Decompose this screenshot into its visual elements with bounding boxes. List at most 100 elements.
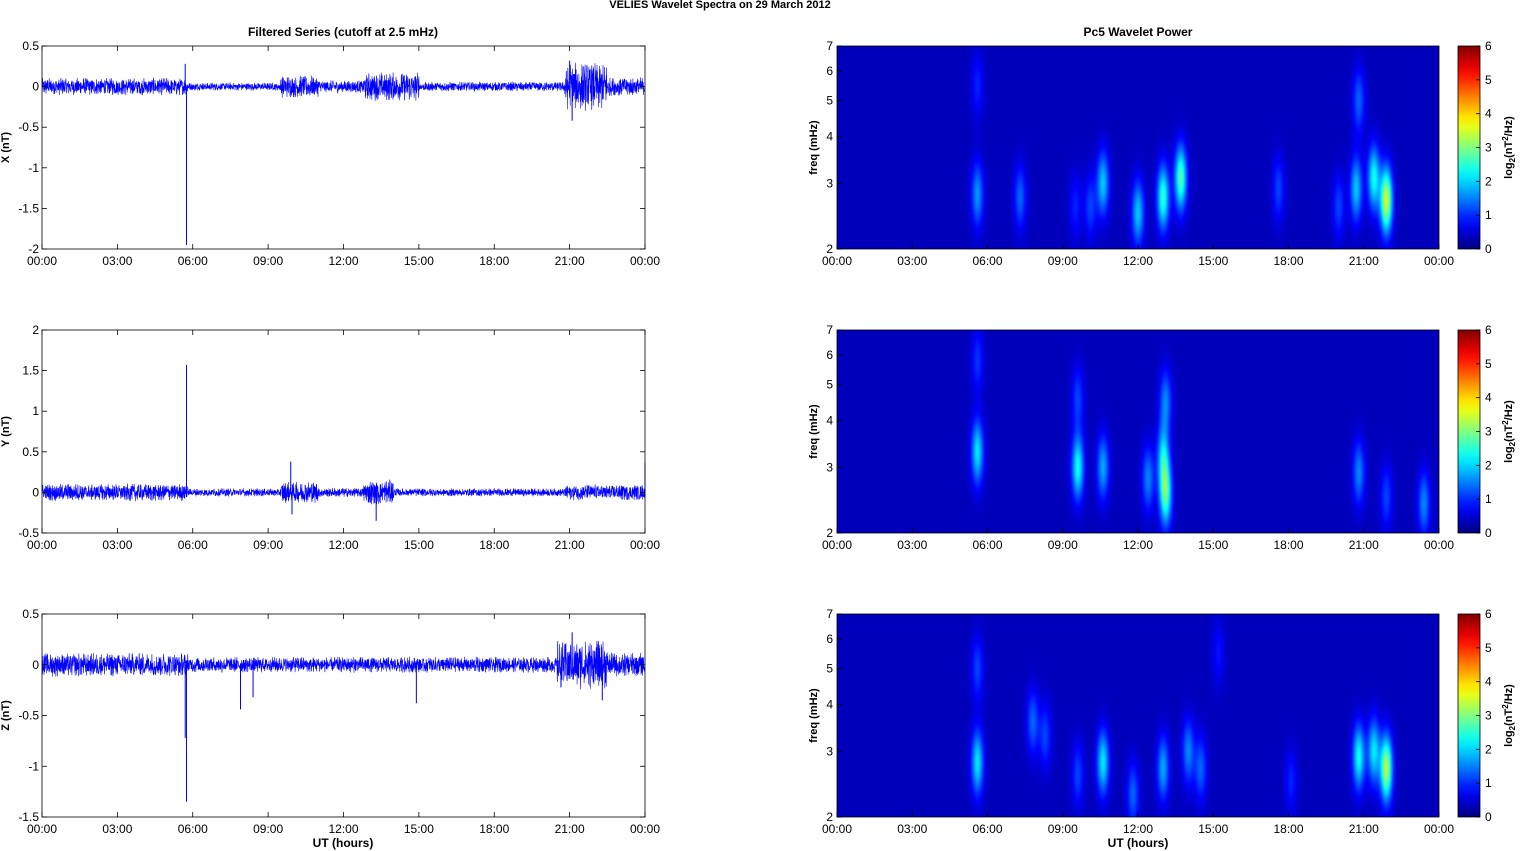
left-x-axis-label: UT (hours)	[313, 836, 374, 850]
y-tick-label: 3	[826, 460, 833, 474]
colorbar-label: log2(nT2/Hz)	[1501, 400, 1517, 463]
x-tick-label: 00:00	[822, 538, 852, 552]
x-tick-label: 00:00	[27, 254, 57, 268]
plot-area	[42, 330, 645, 533]
x-tick-label: 00:00	[822, 254, 852, 268]
x-tick-label: 12:00	[328, 254, 358, 268]
colorbar-tick-label: 0	[1485, 526, 1492, 540]
y-tick-label: 3	[826, 176, 833, 190]
colorbar-tick-label: 3	[1485, 709, 1492, 723]
x-tick-label: 00:00	[822, 822, 852, 836]
colorbar-tick-label: 5	[1485, 641, 1492, 655]
wavelet-power-y: 2 3 4 5 6 7 00:00 03:00 06:00 09:00 12:00 15:00 18:0…	[808, 323, 1517, 552]
right-column-title: Pc5 Wavelet Power	[1084, 25, 1193, 39]
colorbar-tick-label: 3	[1485, 425, 1492, 439]
x-tick-label: 09:00	[253, 822, 283, 836]
x-tick-label: 09:00	[1048, 254, 1078, 268]
colorbar-tick-label: 1	[1485, 776, 1492, 790]
x-tick-label: 06:00	[178, 254, 208, 268]
x-tick-label: 21:00	[555, 822, 585, 836]
x-tick-label: 03:00	[102, 254, 132, 268]
plot-area	[42, 46, 645, 249]
x-tick-label: 00:00	[27, 538, 57, 552]
right-x-axis-label: UT (hours)	[1108, 836, 1169, 850]
heatmap-raster	[837, 614, 1439, 817]
y-tick-label: 1	[32, 404, 39, 418]
colorbar-tick-label: 4	[1485, 675, 1492, 689]
x-tick-label: 00:00	[1424, 822, 1454, 836]
wavelet-power-z: 2 3 4 5 6 7 00:00 03:00 06:00 09:00 12:00 15:00 18:0…	[808, 607, 1517, 836]
x-tick-label: 03:00	[897, 822, 927, 836]
colorbar-tick-label: 4	[1485, 107, 1492, 121]
x-tick-label: 15:00	[1198, 538, 1228, 552]
y-tick-label: 6	[826, 64, 833, 78]
x-tick-label: 09:00	[253, 538, 283, 552]
x-tick-label: 03:00	[102, 822, 132, 836]
y-tick-label: 1.5	[22, 364, 39, 378]
x-tick-label: 18:00	[479, 254, 509, 268]
x-tick-label: 09:00	[1048, 822, 1078, 836]
y-tick-label: 5	[826, 378, 833, 392]
x-tick-label: 06:00	[972, 822, 1002, 836]
x-tick-label: 21:00	[1349, 254, 1379, 268]
colorbar-tick-label: 6	[1485, 607, 1492, 621]
x-tick-label: 15:00	[1198, 822, 1228, 836]
colorbar-tick-label: 5	[1485, 357, 1492, 371]
x-tick-label: 15:00	[404, 822, 434, 836]
colorbar-tick-label: 1	[1485, 492, 1492, 506]
y-tick-label: 0	[32, 485, 39, 499]
colorbar: 0 1 2 3 4 5 6 log2(nT2/Hz)	[1457, 607, 1517, 824]
x-tick-label: 21:00	[1349, 822, 1379, 836]
y-tick-label: -0.5	[18, 526, 39, 540]
series-line	[41, 62, 646, 111]
y-tick-label: 5	[826, 94, 833, 108]
y-tick-label: 0	[32, 658, 39, 672]
y-tick-label: 0	[32, 80, 39, 94]
colorbar-tick-label: 4	[1485, 391, 1492, 405]
colorbar-tick-label: 0	[1485, 242, 1492, 256]
colorbar-tick-label: 5	[1485, 73, 1492, 87]
x-tick-label: 12:00	[1123, 254, 1153, 268]
x-tick-label: 18:00	[1273, 822, 1303, 836]
colorbar-tick-label: 2	[1485, 742, 1492, 756]
x-tick-label: 21:00	[555, 254, 585, 268]
y-tick-label: 0.5	[22, 445, 39, 459]
time-series-z: 0.50-0.5-1-1.500:00 03:00 06:00 09:00 12:00 1…	[0, 607, 660, 836]
heatmap-raster	[837, 46, 1439, 249]
y-tick-label: 4	[826, 698, 833, 712]
x-tick-label: 21:00	[1349, 538, 1379, 552]
x-tick-label: 18:00	[1273, 254, 1303, 268]
colorbar: 0 1 2 3 4 5 6 log2(nT2/Hz)	[1457, 39, 1517, 256]
y-tick-label: -0.5	[18, 709, 39, 723]
colorbar-tick-label: 1	[1485, 208, 1492, 222]
colorbar-tick-label: 3	[1485, 141, 1492, 155]
y-tick-label: -0.5	[18, 120, 39, 134]
y-tick-label: 0.5	[22, 607, 39, 621]
x-tick-label: 12:00	[1123, 822, 1153, 836]
colorbar-label: log2(nT2/Hz)	[1501, 684, 1517, 747]
colorbar-tick-label: 2	[1485, 174, 1492, 188]
y-tick-label: 7	[826, 39, 833, 53]
series-line	[41, 479, 646, 505]
x-tick-label: 03:00	[102, 538, 132, 552]
y-axis-label: freq (mHz)	[808, 404, 820, 459]
heatmap-raster	[837, 330, 1439, 533]
y-tick-label: -1	[28, 759, 39, 773]
colorbar-label: log2(nT2/Hz)	[1501, 116, 1517, 179]
y-axis-label: Z (nT)	[0, 700, 12, 731]
y-tick-label: -2	[28, 242, 39, 256]
y-tick-label: 2	[32, 323, 39, 337]
x-tick-label: 18:00	[1273, 538, 1303, 552]
y-tick-label: 6	[826, 632, 833, 646]
y-tick-label: 4	[826, 130, 833, 144]
x-tick-label: 06:00	[178, 538, 208, 552]
y-tick-label: 4	[826, 414, 833, 428]
y-axis-label: freq (mHz)	[808, 688, 820, 743]
y-axis-label: Y (nT)	[0, 416, 12, 447]
x-tick-label: 00:00	[630, 538, 660, 552]
x-tick-label: 21:00	[555, 538, 585, 552]
x-tick-label: 00:00	[630, 822, 660, 836]
x-tick-label: 03:00	[897, 538, 927, 552]
x-tick-label: 15:00	[404, 538, 434, 552]
